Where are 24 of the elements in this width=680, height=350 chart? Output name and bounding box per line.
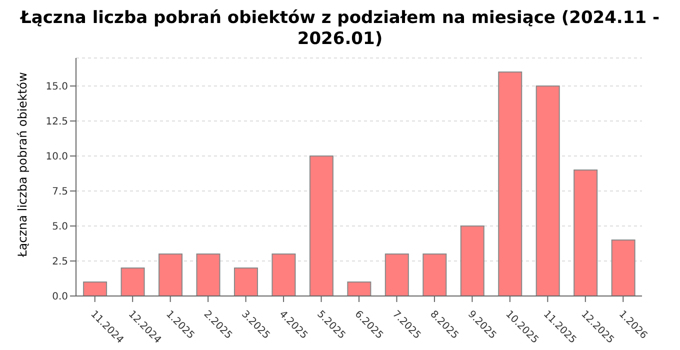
chart-title: Łączna liczba pobrań obiektów z podziałem na miesiące (2024.11 - 2026.01) [18,8,661,50]
bar [384,254,409,296]
bar [498,72,522,296]
bar [460,226,484,296]
bar [272,254,296,296]
bar [422,254,447,296]
y-axis-title: Łączna liczba pobrań obiektów [15,72,30,258]
bar [309,156,334,296]
bar [158,254,183,296]
bar [196,254,220,296]
bar [536,86,560,296]
y-tick-label: 12.5 [46,116,68,128]
bar [120,268,145,296]
y-tick-label: 15.0 [46,82,68,93]
bar [234,268,258,296]
y-tick-label: 7.5 [52,186,68,198]
bar [83,282,108,296]
y-tick-label: 5.0 [52,222,68,233]
y-tick-label: 2.5 [52,256,68,268]
bar [611,240,636,296]
y-tick-label: 0.0 [52,292,68,303]
bar [574,170,598,296]
y-tick-label: 10.0 [46,152,68,163]
bar [347,282,372,296]
